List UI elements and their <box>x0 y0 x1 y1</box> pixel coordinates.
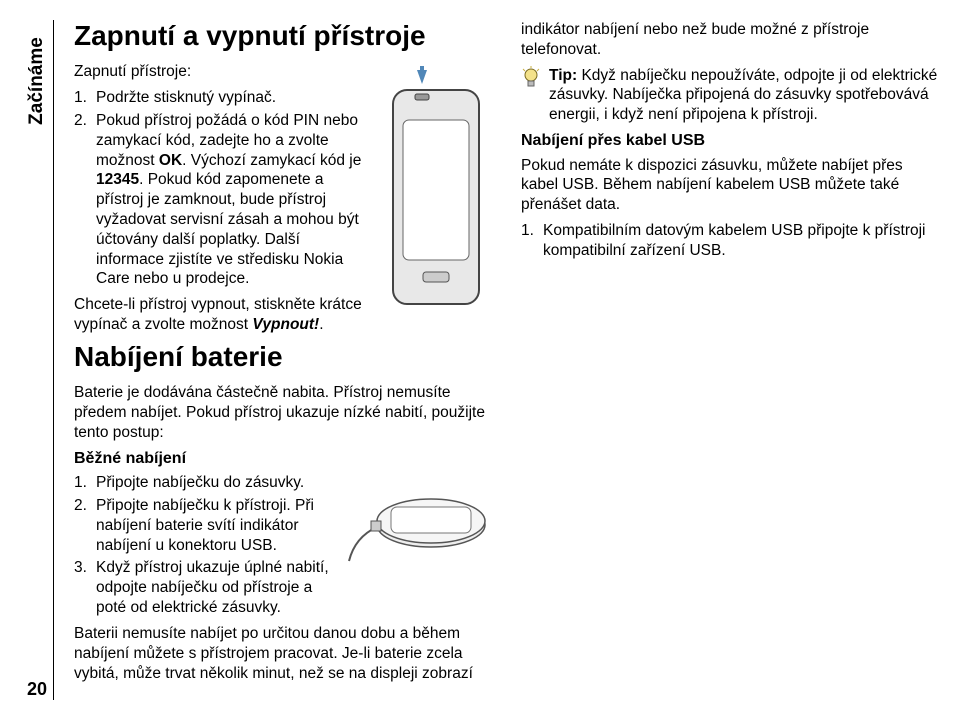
step-text: Když přístroj ukazuje úplné nabití, odpo… <box>96 558 335 617</box>
tip-text: Tip: Když nabíječku nepoužíváte, odpojte… <box>549 66 940 125</box>
heading-charging: Nabíjení baterie <box>74 341 493 373</box>
ok-label: OK <box>159 152 182 169</box>
sidebar-rule: Začínáme <box>20 20 54 700</box>
list-item: 2. Připojte nabíječku k přístroji. Při n… <box>74 496 335 555</box>
tip-label: Tip: <box>549 67 581 84</box>
charging-intro: Baterie je dodávána částečně nabita. Pří… <box>74 383 493 442</box>
lightbulb-icon <box>521 66 541 90</box>
heading-power: Zapnutí a vypnutí přístroje <box>74 20 493 52</box>
usb-steps: 1. Kompatibilním datovým kabelem USB při… <box>521 221 940 261</box>
step-text: Připojte nabíječku do zásuvky. <box>96 473 335 493</box>
step-number: 2. <box>74 496 88 555</box>
step-text: Podržte stisknutý vypínač. <box>96 88 365 108</box>
text-part: . <box>319 316 323 333</box>
list-item: 1. Připojte nabíječku do zásuvky. <box>74 473 335 493</box>
list-item: 1. Podržte stisknutý vypínač. <box>74 88 365 108</box>
default-code: 12345 <box>96 171 139 188</box>
step-number: 1. <box>521 221 535 261</box>
tip-block: Tip: Když nabíječku nepoužíváte, odpojte… <box>521 66 940 125</box>
step-text: Kompatibilním datovým kabelem USB připoj… <box>543 221 940 261</box>
step-number: 1. <box>74 88 88 108</box>
step-text: Připojte nabíječku k přístroji. Při nabí… <box>96 496 335 555</box>
step-number: 2. <box>74 111 88 289</box>
section-label: Začínáme <box>26 37 48 125</box>
page-number: 20 <box>20 679 54 700</box>
page-content: Zapnutí a vypnutí přístroje Zapnutí přís… <box>74 20 940 700</box>
charger-illustration <box>343 477 493 578</box>
heading-normal-charging: Běžné nabíjení <box>74 449 493 469</box>
phone-illustration <box>373 66 493 312</box>
step-number: 3. <box>74 558 88 617</box>
usb-charging-intro: Pokud nemáte k dispozici zásuvku, můžete… <box>521 156 940 215</box>
heading-usb-charging: Nabíjení přes kabel USB <box>521 131 940 151</box>
step-number: 1. <box>74 473 88 493</box>
step-text-part: . Výchozí zamykací kód je <box>182 152 361 169</box>
list-item: 1. Kompatibilním datovým kabelem USB při… <box>521 221 940 261</box>
list-item: 2. Pokud přístroj požádá o kód PIN nebo … <box>74 111 365 289</box>
step-text: Pokud přístroj požádá o kód PIN nebo zam… <box>96 111 365 289</box>
list-item: 3. Když přístroj ukazuje úplné nabití, o… <box>74 558 335 617</box>
shutdown-option: Vypnout! <box>252 316 319 333</box>
step-text-part: . Pokud kód zapomenete a přístroj je zam… <box>96 171 359 287</box>
tip-body: Když nabíječku nepoužíváte, odpojte ji o… <box>549 67 937 124</box>
